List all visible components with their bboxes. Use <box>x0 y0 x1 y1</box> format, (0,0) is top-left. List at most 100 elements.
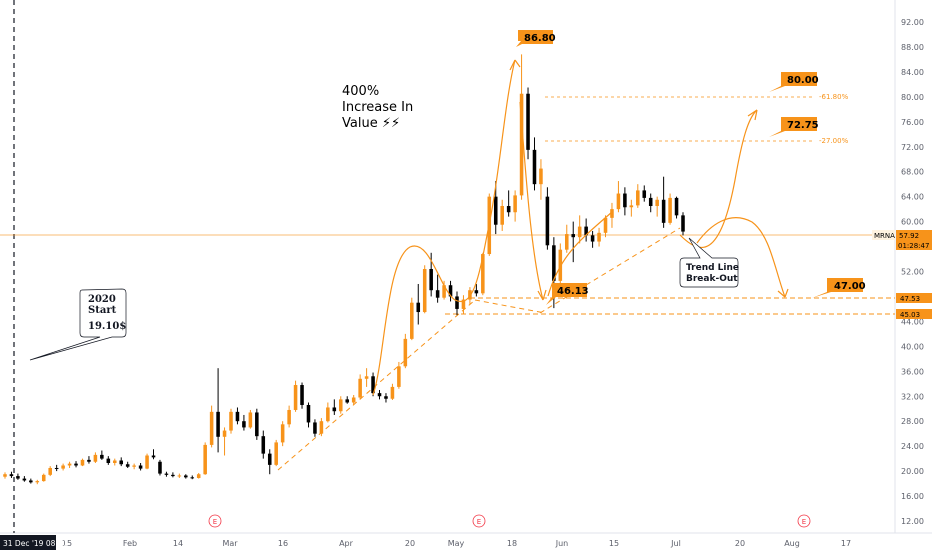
candle <box>248 409 253 429</box>
x-axis-ticks: 15 Feb 14 Mar 16 Apr 20 May 18 Jun 15 Jul 20 Aug 17 <box>62 539 851 548</box>
candle <box>603 215 608 238</box>
candle <box>177 473 182 478</box>
y-tick-label: 24.00 <box>901 442 924 451</box>
candle <box>422 265 427 314</box>
candle <box>564 224 569 253</box>
last-price-tag-bg <box>896 230 932 240</box>
badge-low-shape <box>546 283 587 305</box>
candle <box>571 221 576 263</box>
candle <box>577 215 582 244</box>
candle-body <box>41 474 46 482</box>
candle <box>345 396 350 404</box>
candle-body <box>287 409 291 425</box>
candle-body <box>61 465 65 469</box>
x-tick-label: Jul <box>670 539 681 548</box>
candle <box>119 457 124 467</box>
x-tick-label: Aug <box>784 539 800 548</box>
candle-body <box>552 245 556 281</box>
candle <box>229 408 233 434</box>
candle <box>74 461 78 468</box>
x-tick-label-date: 31 Dec '19 08:30 <box>3 539 68 548</box>
candle-body <box>119 460 124 465</box>
candle <box>384 393 388 403</box>
countdown-tag: 01:28:47 <box>898 242 929 250</box>
candle-body <box>306 404 311 423</box>
candle-body <box>661 199 666 223</box>
y-tick-label: 64.00 <box>901 193 924 202</box>
candle <box>326 402 330 423</box>
candle <box>377 390 382 400</box>
candle-body <box>500 206 504 225</box>
candle-body <box>326 407 330 422</box>
candle-body <box>564 234 569 250</box>
candle-body <box>416 302 421 313</box>
projection-down-head <box>777 288 789 298</box>
candle <box>410 297 414 341</box>
candle <box>629 199 634 217</box>
callout-start-line2: Start <box>88 305 117 316</box>
level-tag-1-bg <box>896 293 932 303</box>
candle-body <box>681 215 685 232</box>
candle <box>242 414 246 431</box>
x-tick-label: 15 <box>62 539 72 548</box>
y-tick-label: 88.00 <box>901 43 924 52</box>
candle <box>371 372 375 397</box>
candle-body <box>145 455 149 469</box>
candle <box>668 193 672 225</box>
candle-body <box>235 411 240 422</box>
candle <box>351 395 356 405</box>
candle <box>358 374 362 400</box>
countdown-tag-bg <box>896 240 932 250</box>
recovery-arrow-head <box>537 289 547 301</box>
candle <box>597 227 601 247</box>
candle-body <box>80 459 85 466</box>
earnings-marker-2-text: E <box>477 518 481 526</box>
candle <box>623 187 627 216</box>
level-tag-2-bg <box>896 309 932 319</box>
candle <box>112 458 117 466</box>
level-tag-1: 47.53 <box>900 295 920 303</box>
candle <box>287 405 291 428</box>
candle <box>16 473 20 480</box>
candle <box>448 280 453 302</box>
y-axis-ticks: 92.00 88.00 84.00 80.00 76.00 72.00 68.00 64.00… <box>901 18 924 526</box>
candle-body <box>351 397 356 403</box>
candle-body <box>158 461 162 474</box>
candle-body <box>280 424 285 443</box>
earnings-marker-2 <box>472 514 486 528</box>
callout-breakout-line2: Break-Out <box>686 274 738 284</box>
y-tick-label: 32.00 <box>901 392 924 401</box>
candle-body <box>67 463 72 466</box>
y-tick-label: 60.00 <box>901 218 924 227</box>
candle <box>61 463 65 471</box>
candle <box>196 472 201 479</box>
candle-body <box>3 474 7 477</box>
badge-low-text: 46.13 <box>557 286 589 297</box>
candle <box>48 466 52 477</box>
candle-body <box>655 199 659 207</box>
candle-body <box>435 290 440 298</box>
y-tick-label: 28.00 <box>901 417 924 426</box>
badge-target-80: 80.00 <box>769 72 819 92</box>
candle <box>280 421 285 447</box>
candle-body <box>513 195 517 213</box>
y-tick-label: 84.00 <box>901 68 924 77</box>
candle <box>403 333 408 369</box>
candle <box>171 472 175 478</box>
candle <box>338 396 343 414</box>
candle-body <box>177 475 182 477</box>
y-tick-label: 52.00 <box>901 268 924 277</box>
candle-body <box>106 458 111 463</box>
trend-line-1 <box>277 299 476 471</box>
x-tick-label: 16 <box>278 539 288 548</box>
annotation-400-line2: Increase In <box>342 100 413 115</box>
symbol-tag-bg <box>872 230 895 240</box>
candle <box>442 280 446 300</box>
candle-body <box>338 399 343 412</box>
candle <box>261 430 266 459</box>
level-tag-2: 45.03 <box>900 311 920 319</box>
candle-body <box>371 376 375 394</box>
candle-body <box>87 459 91 462</box>
candle <box>274 439 278 467</box>
candle-body <box>571 234 576 238</box>
